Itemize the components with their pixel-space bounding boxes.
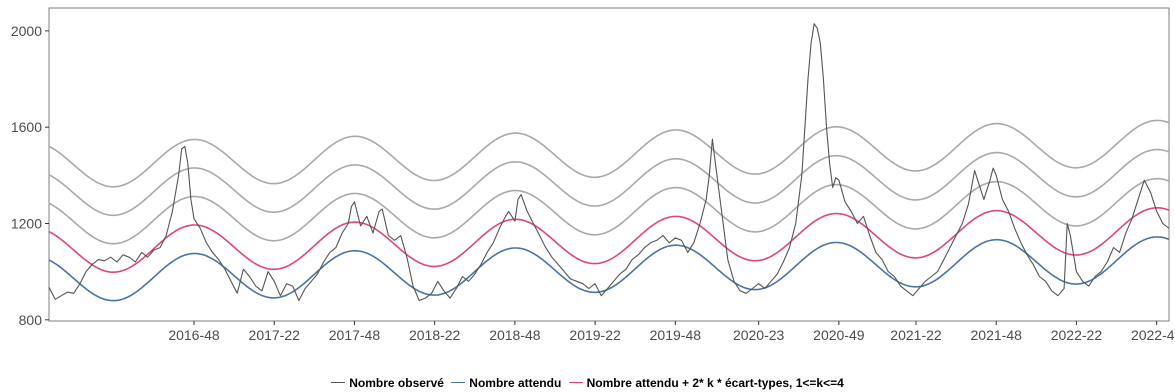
y-tick-label: 1600 [11, 119, 42, 135]
legend-label-expected: Nombre attendu [469, 375, 562, 390]
expected-curve [48, 236, 1170, 302]
observed-series [48, 23, 1170, 302]
legend-label-threshold: Nombre attendu + 2* k * écart-types, 1<=… [586, 375, 844, 390]
legend: Nombre observé Nombre attendu Nombre att… [0, 372, 1175, 390]
x-tick-label: 2018-48 [489, 327, 541, 343]
threshold-lines [48, 119, 1170, 273]
threshold-line-k2 [48, 177, 1170, 245]
legend-item-expected: Nombre attendu [451, 376, 561, 390]
x-tick-label: 2020-23 [733, 327, 785, 343]
legend-item-observed: Nombre observé [331, 376, 444, 390]
x-tick-label: 2021-22 [890, 327, 942, 343]
plot-panel [48, 7, 1170, 322]
x-axis: 2016-48 2017-22 2017-48 2018-22 2018-48 2019-… [168, 321, 1175, 343]
legend-key-observed [331, 382, 346, 383]
legend-item-threshold: Nombre attendu + 2* k * écart-types, 1<=… [568, 375, 844, 390]
legend-key-expected [451, 382, 466, 383]
x-tick-label: 2018-22 [409, 327, 461, 343]
observed-line [48, 23, 1170, 302]
y-tick-label: 800 [19, 312, 43, 328]
legend-key-threshold [568, 382, 583, 383]
y-axis: 800 1200 1600 2000 [11, 23, 49, 328]
expected-line [48, 236, 1170, 302]
y-tick-label: 2000 [11, 23, 42, 39]
threshold-line-k1 [48, 207, 1170, 273]
threshold-line-k3 [48, 148, 1170, 217]
y-tick-label: 1200 [11, 215, 42, 231]
x-tick-label: 2020-49 [813, 327, 865, 343]
x-tick-label: 2019-48 [650, 327, 702, 343]
legend-label-observed: Nombre observé [349, 375, 444, 390]
x-tick-label: 2016-48 [168, 327, 220, 343]
x-tick-label: 2021-48 [971, 327, 1023, 343]
x-tick-label: 2017-48 [329, 327, 381, 343]
x-tick-label: 2017-22 [249, 327, 301, 343]
threshold-line-k4 [48, 119, 1170, 188]
x-tick-label: 2019-22 [569, 327, 621, 343]
x-tick-label: 2022-22 [1051, 327, 1103, 343]
x-tick-label: 2022-48 [1131, 327, 1175, 343]
